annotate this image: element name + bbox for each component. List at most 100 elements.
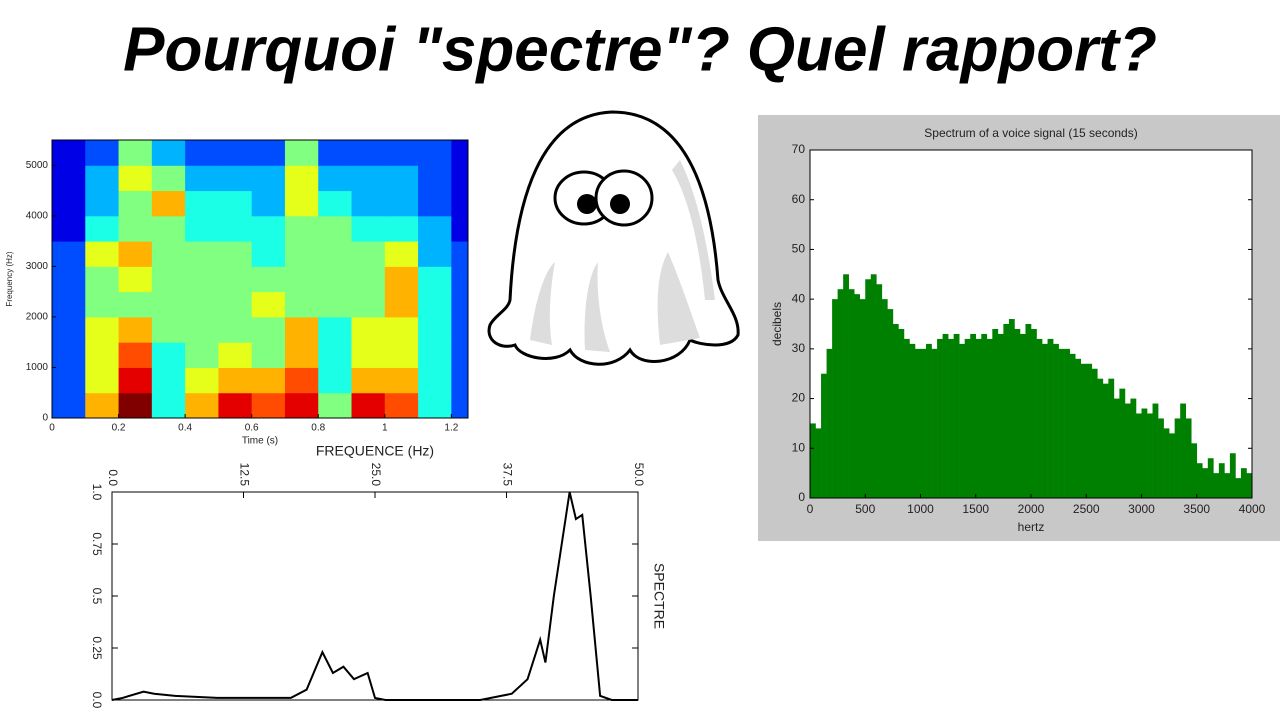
heat-cell bbox=[185, 316, 219, 343]
bar bbox=[1102, 383, 1109, 498]
heat-cell bbox=[251, 342, 286, 368]
heat-cell bbox=[151, 241, 186, 267]
y-axis-label: Frequency (Hz) bbox=[5, 251, 14, 306]
heat-cell bbox=[151, 367, 186, 394]
ghost-pupil bbox=[577, 194, 597, 214]
y-axis-label: SPECTRE bbox=[651, 563, 667, 629]
heat-cell bbox=[251, 266, 286, 293]
heat-cell bbox=[52, 165, 86, 192]
heat-cell bbox=[451, 190, 469, 217]
y-tick-label: 5000 bbox=[26, 160, 49, 171]
bar bbox=[1147, 413, 1153, 498]
bar bbox=[876, 284, 883, 498]
bar bbox=[964, 338, 971, 498]
heat-cell bbox=[418, 190, 452, 217]
bar bbox=[1113, 398, 1120, 498]
bar bbox=[837, 289, 844, 498]
bar bbox=[920, 348, 927, 498]
y-tick-label: 10 bbox=[792, 440, 806, 454]
heat-cell bbox=[418, 266, 452, 293]
y-tick-label: 40 bbox=[792, 291, 806, 305]
bar bbox=[1047, 338, 1054, 498]
heat-cell bbox=[85, 367, 120, 394]
x-tick-label: 0.2 bbox=[112, 423, 126, 434]
heat-cell bbox=[451, 316, 469, 343]
x-axis-label: FREQUENCE (Hz) bbox=[316, 443, 434, 459]
chart-title: Spectrum of a voice signal (15 seconds) bbox=[924, 126, 1137, 140]
bar bbox=[948, 338, 954, 498]
heat-cell bbox=[185, 241, 219, 267]
heat-cell bbox=[85, 316, 120, 343]
heat-cell bbox=[418, 392, 452, 419]
bar bbox=[1075, 358, 1082, 498]
heat-cell bbox=[185, 190, 219, 217]
x-tick-label: 4000 bbox=[1239, 502, 1266, 516]
heat-cell bbox=[151, 266, 186, 293]
heat-cell bbox=[85, 342, 120, 368]
bar bbox=[1218, 463, 1225, 498]
bar bbox=[959, 343, 965, 498]
heat-cell bbox=[318, 342, 353, 368]
heat-cell bbox=[218, 140, 253, 166]
spectrum-line bbox=[111, 491, 638, 701]
x-tick-label: 0 bbox=[807, 502, 814, 516]
heat-cell bbox=[185, 266, 219, 293]
heat-cell bbox=[218, 291, 253, 318]
heat-cell bbox=[351, 140, 386, 166]
bar bbox=[1180, 403, 1186, 498]
heat-cell bbox=[284, 241, 319, 267]
bar bbox=[1246, 473, 1253, 498]
heat-cell bbox=[351, 241, 386, 267]
bar bbox=[892, 324, 899, 498]
bar bbox=[1003, 324, 1010, 498]
bar bbox=[1069, 353, 1076, 498]
x-tick-label: 1000 bbox=[907, 502, 934, 516]
x-tick-label: 3500 bbox=[1183, 502, 1210, 516]
bar bbox=[1174, 418, 1181, 498]
heat-cell bbox=[351, 291, 386, 318]
heat-cell bbox=[118, 367, 153, 394]
heat-cell bbox=[218, 215, 253, 242]
bar bbox=[1240, 468, 1247, 498]
plot-frame bbox=[51, 139, 469, 419]
bar bbox=[926, 343, 932, 498]
heat-cell bbox=[384, 291, 419, 318]
heat-cell bbox=[151, 190, 186, 217]
heat-cell bbox=[451, 241, 469, 267]
heat-cell bbox=[151, 316, 186, 343]
heat-cell bbox=[52, 316, 86, 343]
heat-cell bbox=[85, 140, 120, 166]
bar bbox=[859, 299, 866, 498]
heat-cell bbox=[451, 140, 469, 166]
bar bbox=[1130, 398, 1137, 498]
bar bbox=[914, 348, 921, 498]
bar bbox=[981, 333, 988, 498]
heat-cell bbox=[284, 165, 319, 192]
heat-cell bbox=[118, 140, 153, 166]
heat-cell bbox=[251, 316, 286, 343]
heat-cell bbox=[451, 392, 469, 419]
heat-cell bbox=[52, 190, 86, 217]
bar bbox=[1163, 428, 1170, 498]
heat-cell bbox=[85, 392, 120, 419]
heat-cell bbox=[284, 342, 319, 368]
heat-cell bbox=[384, 367, 419, 394]
heat-cell bbox=[318, 392, 353, 419]
x-axis-label: Time (s) bbox=[242, 436, 278, 447]
x-tick-label: 12.5 bbox=[237, 463, 251, 487]
bar bbox=[1224, 473, 1231, 498]
heat-cell bbox=[185, 165, 219, 192]
heat-cell bbox=[351, 215, 386, 242]
bar bbox=[1152, 403, 1159, 498]
bar bbox=[1158, 418, 1164, 498]
bar bbox=[1091, 368, 1098, 498]
heat-cell bbox=[118, 291, 153, 318]
heat-cell bbox=[185, 291, 219, 318]
bar bbox=[970, 333, 977, 498]
heat-cell bbox=[418, 342, 452, 368]
heat-cell bbox=[284, 392, 319, 419]
y-tick-label: 0.0 bbox=[90, 692, 104, 709]
ghost-pupil bbox=[610, 194, 630, 214]
y-tick-label: 2000 bbox=[26, 312, 49, 323]
x-tick-label: 0.6 bbox=[245, 423, 259, 434]
